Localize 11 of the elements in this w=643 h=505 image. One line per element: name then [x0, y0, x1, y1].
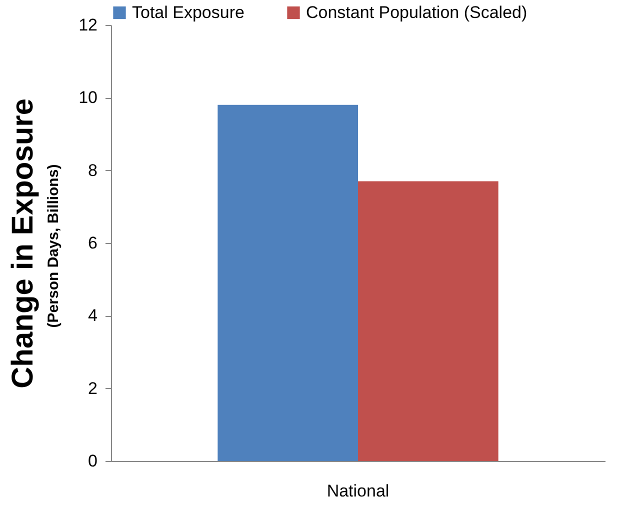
y-tick-label: 4 — [88, 306, 98, 326]
y-tick-label: 0 — [88, 452, 98, 470]
legend-label: Total Exposure — [132, 2, 244, 22]
y-tick-label: 10 — [78, 88, 98, 108]
x-tick-label: National — [326, 482, 390, 500]
legend-label: Constant Population (Scaled) — [306, 2, 528, 22]
y-tick-label: 8 — [88, 160, 98, 180]
y-axis-title: Change in Exposure (Person Days, Billions) — [6, 98, 62, 389]
y-tick-label: 12 — [78, 16, 98, 34]
y-tick-label: 2 — [88, 378, 98, 398]
y-tick-label: 6 — [88, 234, 98, 252]
